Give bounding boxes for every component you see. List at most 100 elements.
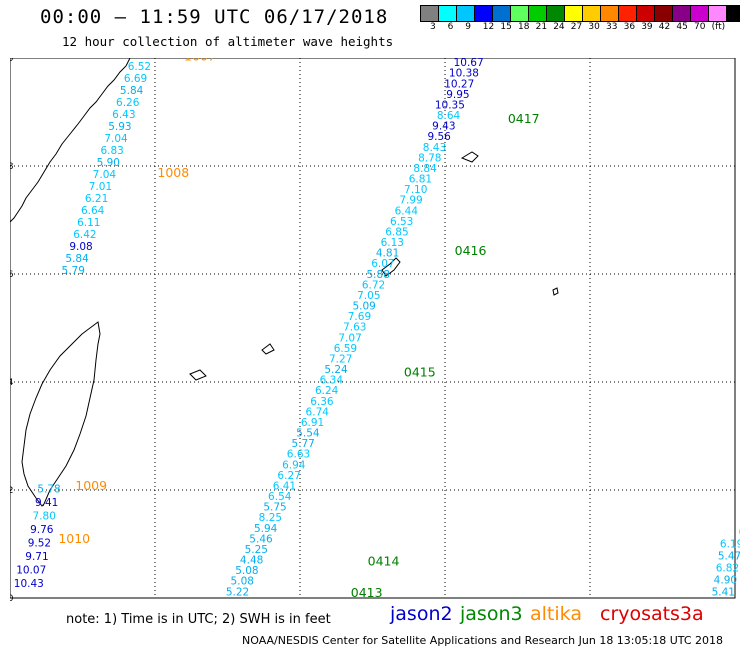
swh-label: 5.75 xyxy=(263,502,286,514)
swh-label: 5.78 xyxy=(37,484,60,496)
pass-label: 0417 xyxy=(508,111,540,126)
swh-label: 5.24 xyxy=(324,364,348,376)
swh-label: 6.36 xyxy=(310,396,334,408)
swh-label: 6.26 xyxy=(116,97,140,109)
map-grid xyxy=(10,58,736,599)
altimeter-map: 120123126129132135302826242220 6.456.526… xyxy=(10,58,740,603)
colorbar-tick: 30 xyxy=(588,22,600,32)
colorbar-tick: 27 xyxy=(570,22,583,32)
legend-altika: altika xyxy=(530,603,582,625)
swh-label: 7.80 xyxy=(33,511,56,523)
swh-label: 10.67 xyxy=(454,58,484,69)
swh-label: 8.78 xyxy=(418,152,441,164)
colorbar-swatch xyxy=(673,6,691,21)
pass-label: 1007 xyxy=(184,58,216,64)
swh-label: 4.90 xyxy=(714,574,737,586)
swh-label: 10.38 xyxy=(449,68,479,80)
swh-label: 6.82 xyxy=(716,562,739,574)
colorbar-tick: 33 xyxy=(606,22,618,32)
swh-label: 6 xyxy=(739,527,740,539)
colorbar-swatch xyxy=(529,6,547,21)
swh-label: 9.41 xyxy=(35,497,58,509)
swh-label: 7.04 xyxy=(104,133,128,145)
colorbar-swatch xyxy=(511,6,529,21)
swh-label: 9.56 xyxy=(427,131,451,143)
y-tick-label: 24 xyxy=(10,378,14,388)
amami-island xyxy=(460,151,479,163)
swh-label: 5.79 xyxy=(62,265,85,277)
colorbar-swatch xyxy=(691,6,709,21)
pass-label: 0416 xyxy=(455,243,487,258)
swh-label: 10.07 xyxy=(16,565,46,577)
swh-label: 10.35 xyxy=(435,99,465,111)
swh-label: 6.69 xyxy=(124,73,147,85)
pass-label: 1009 xyxy=(75,478,107,493)
swh-label: 7.69 xyxy=(348,311,371,323)
colorbar-tick: 18 xyxy=(518,22,530,32)
colorbar-swatch xyxy=(439,6,457,21)
swh-label: 8.25 xyxy=(259,512,282,524)
y-tick-label: 26 xyxy=(10,270,14,280)
swh-label: 5.08 xyxy=(231,576,254,588)
swh-label: 5.93 xyxy=(108,121,131,133)
swh-label: 8.84 xyxy=(413,163,437,175)
swh-label: 6.74 xyxy=(306,406,330,418)
swh-label: 5.47 xyxy=(718,550,740,562)
swh-label: 5.54 xyxy=(296,428,320,440)
swh-label: 5.22 xyxy=(226,586,249,598)
swh-label: 5.08 xyxy=(235,565,258,577)
swh-label: 9.71 xyxy=(25,551,48,563)
swh-label: 5.25 xyxy=(245,544,268,556)
wave-height-colorbar xyxy=(420,5,740,22)
swh-label: 6.63 xyxy=(287,449,310,461)
pass-labels: 1007 1008 1009 1010 0417 0416 0415 0414 0413 xyxy=(58,58,539,600)
colorbar-swatch xyxy=(637,6,655,21)
colorbar-tick: 6 xyxy=(447,22,454,32)
y-tick-label: 30 xyxy=(10,58,14,64)
pass-label: 1010 xyxy=(58,531,90,546)
colorbar-tick: 21 xyxy=(535,22,548,32)
swh-label: 5.90 xyxy=(97,157,120,169)
swh-label: 6.19 xyxy=(720,538,740,550)
colorbar-tick: 12 xyxy=(482,22,495,32)
land-outlines xyxy=(10,58,559,507)
swh-label: 7.27 xyxy=(329,353,352,365)
swh-label: 7.07 xyxy=(338,332,361,344)
page-title: 00:00 – 11:59 UTC 06/17/2018 xyxy=(40,6,389,28)
swh-label: 6.11 xyxy=(77,217,100,229)
map-frame xyxy=(10,58,736,599)
swh-label: 6.45 xyxy=(132,58,155,61)
swh-label: 6.53 xyxy=(390,216,413,228)
swh-label: 6.44 xyxy=(395,205,419,217)
colorbar-tick: 42 xyxy=(658,22,671,32)
legend-s3a: s3a xyxy=(670,603,704,625)
swh-label: 9.95 xyxy=(446,89,469,101)
colorbar-tick: 45 xyxy=(676,22,688,32)
y-tick-label: 20 xyxy=(10,594,14,603)
colorbar-swatch xyxy=(601,6,619,21)
swh-label: 5.84 xyxy=(65,253,89,265)
swh-label: 9.43 xyxy=(432,121,455,133)
colorbar-swatch xyxy=(655,6,673,21)
colorbar-tick: 36 xyxy=(623,22,636,32)
swh-label: 6.43 xyxy=(112,109,135,121)
y-tick-label: 28 xyxy=(10,162,14,172)
pass-label: 1008 xyxy=(157,165,189,180)
colorbar-tick: 15 xyxy=(500,22,512,32)
colorbar-swatch xyxy=(493,6,511,21)
colorbar-tick: 9 xyxy=(465,22,471,32)
axis-labels: 120123126129132135302826242220 xyxy=(10,58,14,603)
daito-island xyxy=(552,287,559,296)
colorbar-swatch xyxy=(709,6,727,21)
colorbar-swatch xyxy=(547,6,565,21)
colorbar-tick: 24 xyxy=(553,22,565,32)
colorbar-tick: 3 xyxy=(430,22,436,32)
swh-label: 6.21 xyxy=(85,193,108,205)
swh-label: 9.76 xyxy=(30,524,54,536)
swh-label: 6.07 xyxy=(371,258,394,270)
swh-label: 7.99 xyxy=(399,195,422,207)
swh-label: 5.88 xyxy=(367,269,390,281)
colorbar-swatch xyxy=(475,6,493,21)
swh-label: 6.42 xyxy=(73,229,96,241)
swh-label: 10.43 xyxy=(14,578,44,590)
